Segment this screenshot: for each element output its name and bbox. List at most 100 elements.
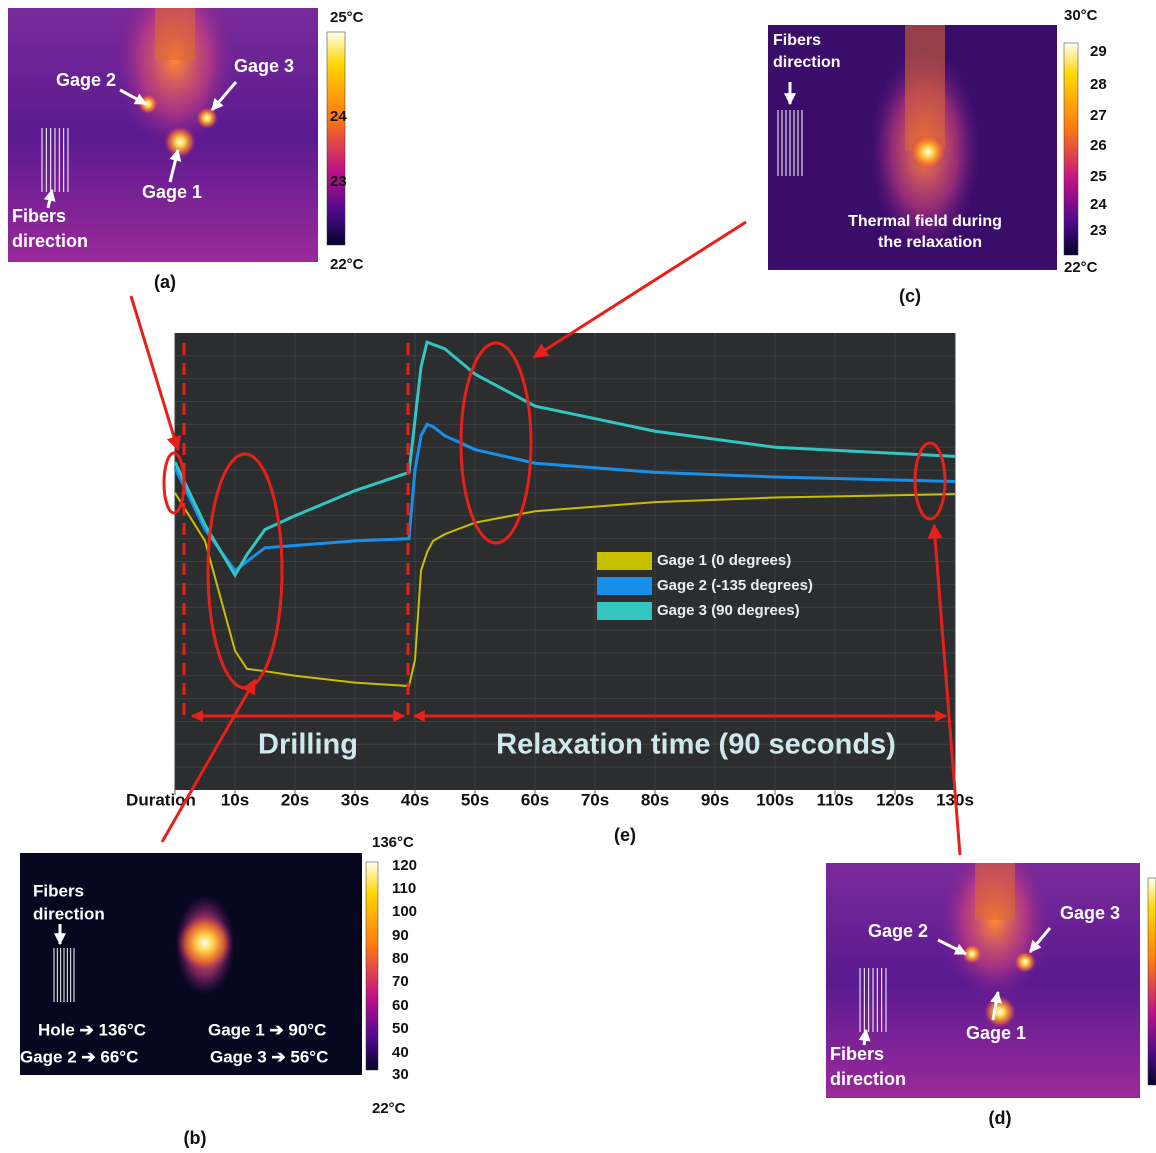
colorbar-label: 26 [1090, 137, 1107, 154]
series-line [173, 422, 956, 573]
colorbar-label: 29 [1090, 43, 1107, 60]
arrow [927, 523, 962, 856]
legend-label: Gage 2 (-135 degrees) [657, 577, 813, 594]
pointer-arrow [990, 990, 1003, 1021]
colorbar-label: 22°C [372, 1100, 406, 1117]
colorbar-label: 22°C [1064, 259, 1098, 276]
colorbar-label: 24 [330, 108, 347, 125]
x-tick-label: 120s [876, 790, 914, 809]
panel-label: direction [830, 1069, 906, 1089]
legend-swatch [597, 552, 652, 570]
thermal-panel: Fibers direction Hole ➔ 136°C Gage 1 ➔ 90°C… [20, 834, 417, 1148]
panel-label: Gage 2 [868, 921, 928, 941]
x-tick-label: 40s [401, 790, 429, 809]
highlight-ellipse [162, 451, 186, 515]
highlight-ellipse [913, 441, 947, 521]
x-tick-label: 50s [461, 790, 489, 809]
hot-spot [196, 107, 218, 129]
x-tick-label: 30s [341, 790, 369, 809]
panel-label: Fibers [830, 1044, 884, 1064]
hot-spot [177, 915, 233, 971]
colorbar-label: 24 [1090, 196, 1107, 213]
panel-label: Gage 3 ➔ 56°C [210, 1047, 328, 1066]
hot-spot [910, 134, 946, 170]
panel-caption: (b) [184, 1128, 207, 1148]
x-tick-label: 80s [641, 790, 669, 809]
thermal-field [175, 895, 235, 995]
annotation: Drilling [258, 729, 358, 761]
x-tick-label: 10s [221, 790, 249, 809]
hot-spot [1014, 951, 1036, 973]
panel-caption: (a) [154, 272, 176, 292]
colorbar-label: 136°C [372, 834, 414, 851]
colorbar-label: 22°C [330, 256, 364, 273]
pointer-arrow [210, 81, 238, 111]
colorbar [365, 861, 379, 1071]
colorbar-label: 23 [1090, 222, 1107, 239]
panel-label: Fibers [773, 32, 821, 49]
pointer-arrow [858, 1028, 871, 1046]
colorbar-label: 100 [392, 903, 417, 920]
colorbar [1063, 42, 1079, 256]
colorbar-label: 27 [1090, 107, 1107, 124]
heat-column [975, 863, 1015, 920]
panel-label: Gage 1 [142, 182, 202, 202]
colorbar-label: 25 [1090, 168, 1107, 185]
panel-label: Gage 2 [56, 70, 116, 90]
thermal-panel: Gage 2 Gage 3 Gage 1 Fibers direction (d) [826, 863, 1156, 1128]
colorbar-label: 90 [392, 927, 409, 944]
pointer-arrow [1028, 927, 1052, 953]
thermal-panels: Gage 2 Gage 3 Gage 1 Fibers direction 25°C 24 2… [8, 7, 1156, 1148]
pointer-arrow [43, 188, 56, 209]
arrow [129, 295, 182, 452]
hot-spot [138, 94, 158, 114]
colorbar-label: 30°C [1064, 7, 1098, 24]
x-tick-label: 60s [521, 790, 549, 809]
colorbar-label: 50 [392, 1020, 409, 1037]
heat-column [155, 8, 195, 60]
panel-label: the relaxation [878, 234, 982, 251]
pointer-arrow [119, 88, 148, 106]
highlight-ellipse [459, 341, 533, 545]
panel-label: Gage 1 [966, 1023, 1026, 1043]
hot-spot [164, 126, 196, 158]
panel-label: direction [12, 231, 88, 251]
x-tick-label: 90s [701, 790, 729, 809]
panel-label: Fibers [33, 881, 84, 900]
colorbar-label: 40 [392, 1044, 409, 1061]
panel-label: direction [33, 904, 105, 923]
colorbar-label: 120 [392, 857, 417, 874]
colorbar-label: 25°C [330, 9, 364, 26]
legend-label: Gage 3 (90 degrees) [657, 602, 800, 619]
colorbar-label: 80 [392, 950, 409, 967]
panel-label: Gage 2 ➔ 66°C [20, 1047, 138, 1066]
x-tick-label: 110s [817, 790, 854, 809]
x-tick-label: 100s [756, 790, 794, 809]
panel-label: Fibers [12, 206, 66, 226]
legend-swatch [597, 602, 652, 620]
arrow [532, 220, 747, 359]
x-tick-label: 70s [581, 790, 609, 809]
thermal-panel: Fibers direction Thermal field during the r… [768, 7, 1107, 306]
colorbar [1147, 877, 1156, 1086]
panel-label: Hole ➔ 136°C [38, 1020, 146, 1039]
colorbar-label: 60 [392, 997, 409, 1014]
annotation: Relaxation time (90 seconds) [496, 729, 896, 761]
colorbar-label: 70 [392, 973, 409, 990]
heat-column [905, 25, 945, 150]
panel-label: Gage 3 [234, 56, 294, 76]
colorbar-label: 28 [1090, 76, 1107, 93]
panel-label: Gage 1 ➔ 90°C [208, 1020, 326, 1039]
legend-label: Gage 1 (0 degrees) [657, 552, 791, 569]
panel-caption: (c) [899, 286, 921, 306]
series-line [173, 340, 956, 579]
chart-caption: (e) [614, 825, 636, 845]
thermal-field [870, 25, 980, 250]
colorbar-label: 30 [392, 1066, 409, 1083]
panel-label: Thermal field during [848, 213, 1002, 230]
legend-swatch [597, 577, 652, 595]
colorbar-label: 23 [330, 173, 347, 190]
thermal-field [115, 8, 235, 158]
colorbar [326, 31, 346, 246]
x-tick-label: Duration [126, 790, 196, 809]
